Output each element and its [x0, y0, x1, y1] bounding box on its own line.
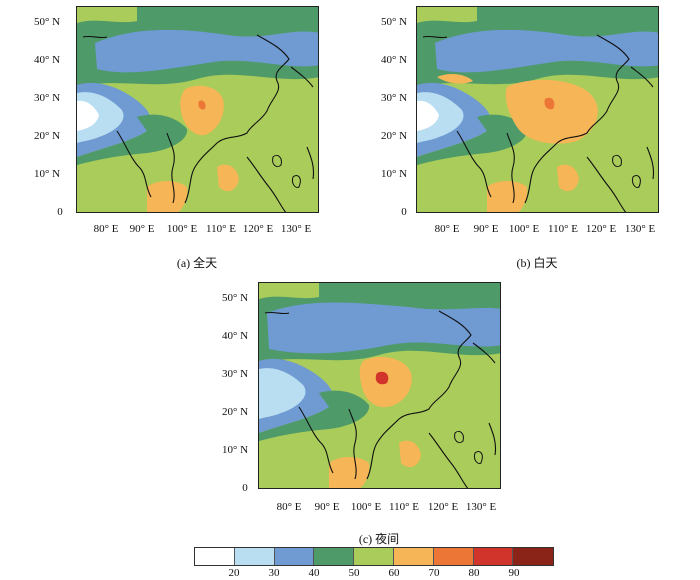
- lon-tick: 80° E: [93, 223, 119, 235]
- lat-tick: 20° N: [33, 130, 61, 142]
- lat-tick: 20° N: [380, 130, 408, 142]
- colorbar-segment: [513, 548, 554, 565]
- map-panel-b: [416, 6, 659, 213]
- lon-tick: 100° E: [508, 223, 540, 235]
- lat-tick: 20° N: [221, 406, 249, 418]
- lon-tick: 80° E: [276, 501, 302, 513]
- lat-tick: 50° N: [380, 16, 408, 28]
- colorbar: [194, 547, 555, 566]
- lon-tick: 110° E: [206, 223, 236, 235]
- colorbar-label: 90: [508, 567, 520, 579]
- lat-tick: 10° N: [33, 168, 61, 180]
- lon-tick: 90° E: [129, 223, 155, 235]
- lon-tick: 110° E: [548, 223, 578, 235]
- lat-tick: 40° N: [221, 330, 249, 342]
- lon-tick: 90° E: [473, 223, 499, 235]
- lon-tick: 120° E: [585, 223, 617, 235]
- lon-tick: 110° E: [389, 501, 419, 513]
- lon-tick: 130° E: [280, 223, 312, 235]
- panel-caption-a: (a) 全天: [176, 256, 218, 270]
- lat-tick: 40° N: [33, 54, 61, 66]
- panel-caption-b: (b) 白天: [516, 256, 558, 270]
- colorbar-segment: [234, 548, 275, 565]
- colorbar-label: 20: [228, 567, 240, 579]
- map-panel-c: [258, 282, 501, 489]
- colorbar-segment: [473, 548, 514, 565]
- lon-tick: 130° E: [465, 501, 497, 513]
- lon-tick: 100° E: [350, 501, 382, 513]
- lat-tick: 50° N: [221, 292, 249, 304]
- colorbar-segment: [314, 548, 355, 565]
- colorbar-segment: [393, 548, 434, 565]
- colorbar-label: 30: [268, 567, 280, 579]
- lon-tick: 90° E: [314, 501, 340, 513]
- lon-tick: 120° E: [242, 223, 274, 235]
- lat-tick: 50° N: [33, 16, 61, 28]
- lat-tick: 0: [57, 206, 63, 218]
- colorbar-segment: [195, 548, 235, 565]
- panel-caption-c: (c) 夜间: [358, 532, 400, 546]
- lon-tick: 120° E: [427, 501, 459, 513]
- lat-tick: 10° N: [221, 444, 249, 456]
- colorbar-segment: [354, 548, 394, 565]
- lon-tick: 130° E: [624, 223, 656, 235]
- colorbar-label: 80: [468, 567, 480, 579]
- lat-tick: 40° N: [380, 54, 408, 66]
- colorbar-segment: [274, 548, 315, 565]
- colorbar-segment: [433, 548, 474, 565]
- colorbar-label: 60: [388, 567, 400, 579]
- colorbar-label: 70: [428, 567, 440, 579]
- lon-tick: 100° E: [166, 223, 198, 235]
- colorbar-label: 40: [308, 567, 320, 579]
- lat-tick: 0: [401, 206, 407, 218]
- lon-tick: 80° E: [434, 223, 460, 235]
- lat-tick: 0: [242, 482, 248, 494]
- lat-tick: 10° N: [380, 168, 408, 180]
- map-panel-a: [76, 6, 319, 213]
- colorbar-label: 50: [348, 567, 360, 579]
- lat-tick: 30° N: [380, 92, 408, 104]
- lat-tick: 30° N: [221, 368, 249, 380]
- lat-tick: 30° N: [33, 92, 61, 104]
